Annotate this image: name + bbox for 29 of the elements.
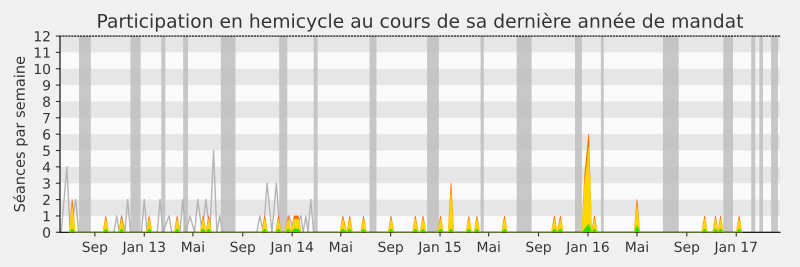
y-tick-label: 4 [42,162,50,172]
x-tick-label: Sep [82,242,108,255]
y-tick-label: 3 [43,178,50,189]
x-tick-label: Jan 15 [418,242,461,255]
x-tick-label: Jan 14 [270,242,314,255]
y-tick-label: 0 [43,227,50,238]
y-tick-label: 7 [43,112,50,124]
x-tick-label: Jan 13 [122,242,165,255]
x-tick-label: Jan 17 [714,242,757,255]
x-tick-label: Mai [626,241,648,252]
y-tick-label: 11 [34,48,50,58]
y-tick-label: 12 [34,31,50,42]
x-tick-label: Sep [230,242,256,255]
chart-title: Participation en hemicycle au cours de sa dernière année de mandat [98,12,744,32]
x-tick-label: Mai [182,241,204,252]
y-tick-label: 1 [44,211,50,222]
x-tick-label: Mai [478,241,500,252]
x-tick-label: Sep [378,242,403,255]
y-tick-label: 2 [43,194,50,205]
y-tick-label: 5 [43,146,50,156]
y-tick-label: 9 [43,80,50,91]
y-tick-label: 10 [34,64,50,74]
y-tick-label: 8 [43,96,50,107]
x-tick-label: Mai [330,241,352,252]
x-tick-label: Sep [674,242,700,255]
x-tick-label: Sep [526,242,551,255]
x-tick-label: Jan 16 [565,242,609,255]
y-tick-label: 6 [43,129,50,140]
y-axis-title: Séances par semaine [13,56,28,212]
